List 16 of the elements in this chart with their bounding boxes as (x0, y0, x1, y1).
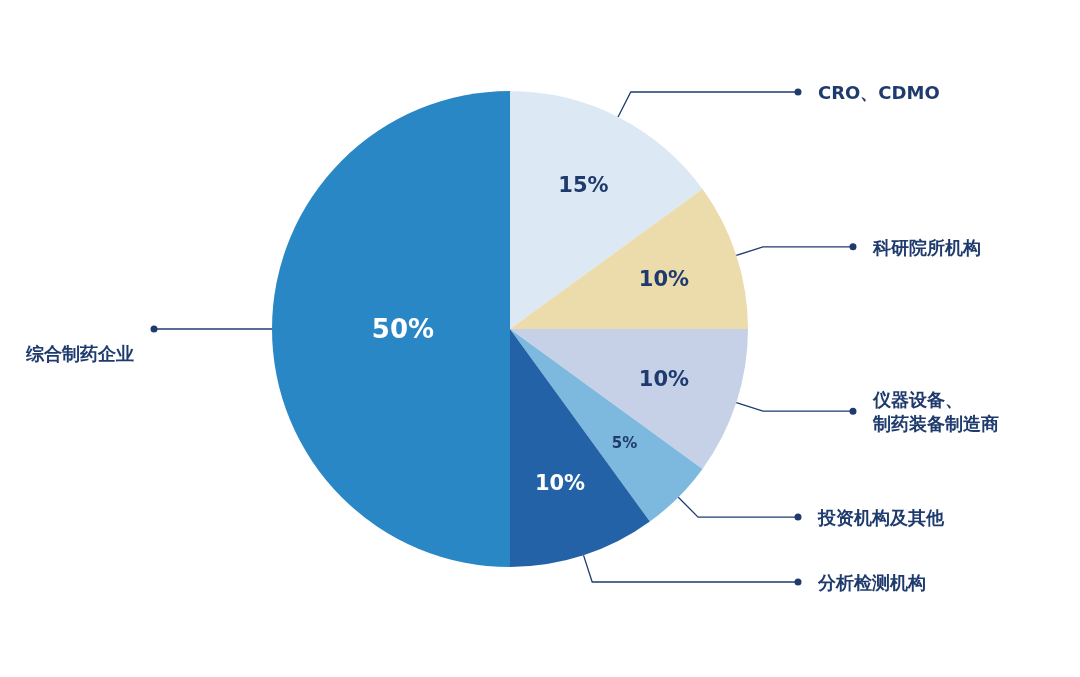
pie-slice (510, 91, 703, 329)
slice-label: CRO、CDMO (818, 81, 940, 103)
data-label: 5% (611, 434, 638, 453)
pie-slice (510, 329, 703, 522)
slice-label: 投资机构及其他 (817, 506, 945, 528)
data-label: 10% (534, 470, 586, 495)
data-label: 50% (371, 314, 435, 344)
data-label: 10% (638, 367, 690, 392)
data-label: 10% (638, 266, 690, 291)
slice-label: 分析检测机构 (817, 571, 926, 593)
slice-label: 科研院所机构 (871, 236, 981, 258)
data-label: 15% (558, 172, 609, 197)
pie-slice (272, 91, 510, 567)
pie-slice (510, 329, 748, 469)
slice-label: 仪器设备、制药装备制造商 (871, 388, 999, 434)
slice-label: 综合制药企业 (25, 342, 134, 364)
